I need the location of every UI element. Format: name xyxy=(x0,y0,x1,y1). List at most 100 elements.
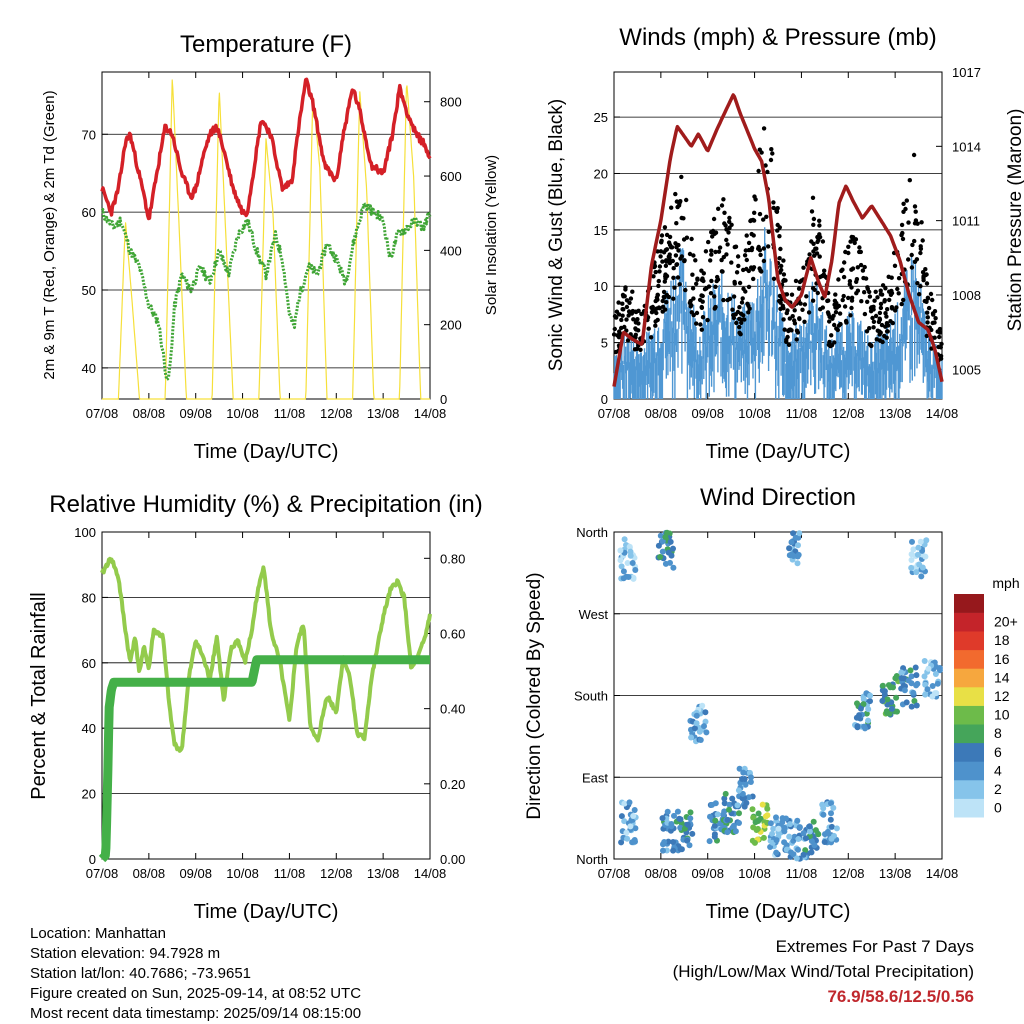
humidity-y2tick-label: 0.80 xyxy=(440,551,465,566)
gust-point xyxy=(653,323,658,328)
gust-point xyxy=(777,256,782,261)
gust-point xyxy=(809,209,815,214)
gust-point xyxy=(675,275,681,280)
gust-point xyxy=(797,316,802,322)
gust-point xyxy=(875,295,880,300)
gust-point xyxy=(636,308,641,313)
direction-point xyxy=(894,708,900,715)
direction-point xyxy=(664,529,671,536)
direction-point xyxy=(721,795,728,802)
gust-point xyxy=(616,300,621,305)
legend-label: 16 xyxy=(994,651,1010,667)
direction-point xyxy=(914,680,921,687)
direction-point xyxy=(693,720,700,727)
gust-point xyxy=(932,335,937,340)
direction-point xyxy=(655,542,662,549)
gust-point xyxy=(712,231,717,236)
gust-point xyxy=(709,278,714,284)
gust-point xyxy=(923,272,928,278)
direction-point xyxy=(865,706,872,713)
direction-point xyxy=(924,686,931,693)
gust-point xyxy=(673,253,679,258)
gust-point xyxy=(841,293,846,299)
gust-point xyxy=(623,287,628,292)
gust-point xyxy=(725,242,730,247)
direction-point xyxy=(856,712,863,719)
gust-point xyxy=(786,342,792,347)
gust-point xyxy=(850,266,856,271)
gust-point xyxy=(893,308,898,313)
gust-point xyxy=(775,222,780,228)
direction-point xyxy=(925,665,932,672)
direction-point xyxy=(724,829,731,836)
gust-point xyxy=(742,317,747,322)
gust-point xyxy=(739,300,745,305)
gust-point xyxy=(924,299,929,304)
gust-point xyxy=(652,263,657,268)
direction-point xyxy=(714,811,721,818)
direction-point xyxy=(742,780,749,787)
wind-direction-xtick-label: 11/08 xyxy=(786,866,818,881)
temperature-xtick-label: 08/08 xyxy=(133,406,166,421)
winds-xtick-label: 13/08 xyxy=(879,406,912,421)
legend-label: 2 xyxy=(994,781,1002,797)
gust-point xyxy=(778,246,783,252)
winds-xtick-label: 12/08 xyxy=(832,406,865,421)
direction-point xyxy=(739,776,746,782)
direction-point xyxy=(773,837,780,844)
temperature-ytick-label: 40 xyxy=(82,361,96,376)
temperature-line xyxy=(100,77,432,221)
temperature-ylabel-left: 2m & 9m T (Red, Orange) & 2m Td (Green) xyxy=(41,90,58,379)
gust-point xyxy=(690,286,696,291)
gust-point xyxy=(909,252,914,258)
gust-point xyxy=(917,292,922,297)
gust-point xyxy=(867,294,873,299)
gust-point xyxy=(687,251,693,257)
gust-point xyxy=(907,178,912,183)
gust-point xyxy=(729,222,734,227)
winds-ytick-label: 10 xyxy=(594,279,608,294)
gust-point xyxy=(630,289,635,294)
humidity-xtick-label: 12/08 xyxy=(320,866,353,881)
direction-point xyxy=(794,817,801,824)
legend-label: 12 xyxy=(994,688,1010,704)
gust-point xyxy=(690,272,695,277)
winds-ytick-label: 5 xyxy=(601,336,608,351)
gust-point xyxy=(684,197,689,203)
gust-point xyxy=(721,297,726,303)
direction-point xyxy=(914,551,921,558)
precipitation-line xyxy=(98,655,434,863)
humidity-ylabel-left: Percent & Total Rainfall xyxy=(28,592,50,800)
direction-point xyxy=(670,839,677,845)
direction-point xyxy=(779,819,786,826)
gust-point xyxy=(676,248,681,253)
wind-direction-ytick-label: North xyxy=(576,525,608,540)
gust-point xyxy=(662,295,667,300)
direction-point xyxy=(735,787,742,794)
gust-point xyxy=(935,329,940,334)
gust-point xyxy=(613,349,619,355)
gust-point xyxy=(786,328,791,334)
winds-y2tick-label: 1017 xyxy=(952,65,981,80)
direction-point xyxy=(908,703,915,710)
gust-point xyxy=(883,286,888,291)
gust-point xyxy=(854,277,860,282)
gust-point xyxy=(628,296,634,301)
humidity-title: Relative Humidity (%) & Precipitation (i… xyxy=(49,491,482,518)
direction-point xyxy=(820,805,827,812)
gust-point xyxy=(801,265,806,270)
direction-point xyxy=(893,694,900,701)
gust-point xyxy=(936,344,941,350)
legend-swatch xyxy=(954,742,984,762)
gust-point xyxy=(867,342,873,347)
direction-point xyxy=(912,664,919,671)
gust-point xyxy=(901,201,906,206)
gust-point xyxy=(705,317,710,323)
direction-point xyxy=(712,817,719,824)
gust-point xyxy=(836,277,841,282)
gust-point xyxy=(807,252,812,257)
station-info: Location: Manhattan Station elevation: 9… xyxy=(30,924,361,1024)
direction-point xyxy=(632,825,639,832)
gust-point xyxy=(920,238,925,243)
direction-point xyxy=(793,855,800,862)
